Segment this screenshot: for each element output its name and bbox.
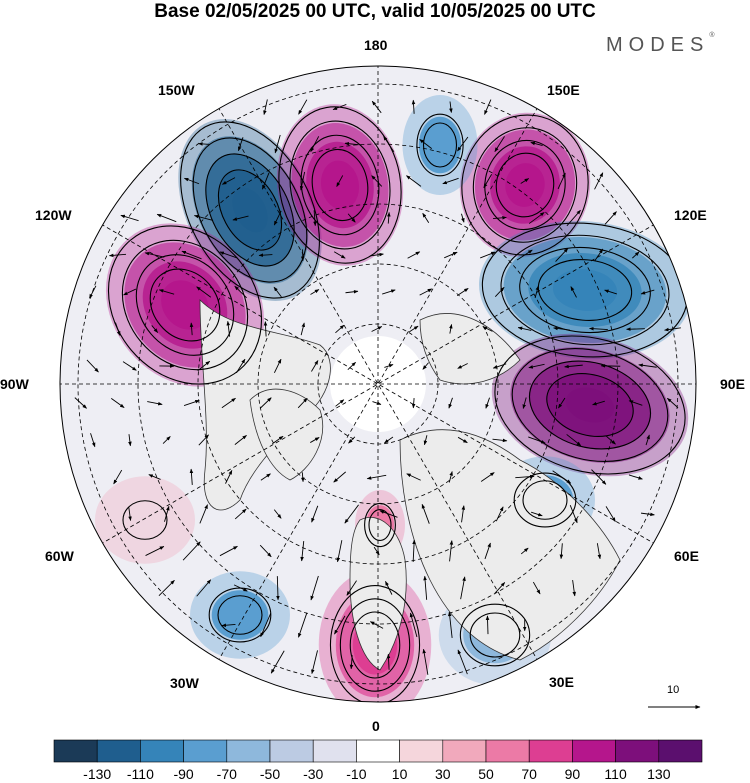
colorbar-tick-label: 90 xyxy=(564,766,581,782)
map-border xyxy=(59,65,697,703)
colorbar-tick-label: -50 xyxy=(259,766,281,782)
colorbar-tick-label: 130 xyxy=(647,766,671,782)
lon-label-60w: 60W xyxy=(45,548,74,564)
colorbar-swatch xyxy=(183,739,228,763)
lon-label-60e: 60E xyxy=(674,548,699,564)
colorbar-tick-label: 110 xyxy=(604,766,627,782)
europe-coast xyxy=(349,517,407,671)
lon-label-120w: 120W xyxy=(35,207,72,223)
colorbar-swatch xyxy=(140,739,184,763)
colorbar-tick-label: -110 xyxy=(126,766,154,782)
lon-label-120e: 120E xyxy=(674,207,707,223)
colorbar-swatch xyxy=(442,739,487,763)
colorbar-swatch xyxy=(528,739,573,763)
graticule xyxy=(60,66,696,702)
colorbar-swatch xyxy=(226,739,271,763)
lon-label-90w: 90W xyxy=(0,376,29,392)
eurasia-coast xyxy=(399,429,621,661)
colorbar-tick-label: 70 xyxy=(521,766,537,782)
colorbar-swatch xyxy=(269,739,314,763)
ridge-60W-35N xyxy=(95,476,195,564)
lon-label-0: 0 xyxy=(372,718,380,734)
arctic-ocean-core xyxy=(330,336,426,432)
colorbar-swatch xyxy=(572,739,616,763)
colorbar-tick-label: -130 xyxy=(83,766,112,782)
ridge-140E-55N xyxy=(459,112,591,258)
anomaly-field xyxy=(95,95,692,702)
wind-vectors xyxy=(74,99,681,675)
trough-110E-55N xyxy=(478,220,692,360)
colorbar-swatch xyxy=(615,739,660,763)
trough-175E-60N xyxy=(402,95,478,195)
trough-35W-40N xyxy=(190,571,290,659)
colorbar-swatch xyxy=(96,739,141,763)
lon-label-180: 180 xyxy=(364,37,388,53)
colorbar-swatch xyxy=(53,739,98,763)
colorbar-swatch xyxy=(399,739,444,763)
reference-vector-label: 10 xyxy=(667,684,680,696)
modes-logo: MODES® xyxy=(606,32,715,56)
colorbar-swatch xyxy=(485,739,530,763)
colorbar-swatch xyxy=(658,739,703,763)
colorbar-tick-label: -70 xyxy=(216,766,237,782)
lon-label-150w: 150W xyxy=(158,82,195,98)
colorbar xyxy=(53,739,703,763)
colorbar-tick-label: -30 xyxy=(303,766,324,782)
greenland-coast xyxy=(249,388,324,481)
lon-label-150e: 150E xyxy=(547,82,580,98)
coastlines xyxy=(199,299,621,671)
colorbar-tick-label: -10 xyxy=(346,766,367,782)
colorbar-swatch xyxy=(356,739,400,763)
lon-label-30w: 30W xyxy=(170,675,199,691)
colorbar-tick-label: -90 xyxy=(173,766,194,782)
chart-title: Base 02/05/2025 00 UTC, valid 10/05/2025… xyxy=(154,1,596,22)
colorbar-swatch xyxy=(312,739,357,763)
trough-150W-60N xyxy=(178,119,322,301)
colorbar-tick-label: 50 xyxy=(478,766,494,782)
lon-label-90e: 90E xyxy=(720,376,745,392)
lon-label-30e: 30E xyxy=(549,674,574,690)
colorbar-tick-label: 10 xyxy=(391,766,408,782)
colorbar-tick-label: 30 xyxy=(435,766,451,782)
